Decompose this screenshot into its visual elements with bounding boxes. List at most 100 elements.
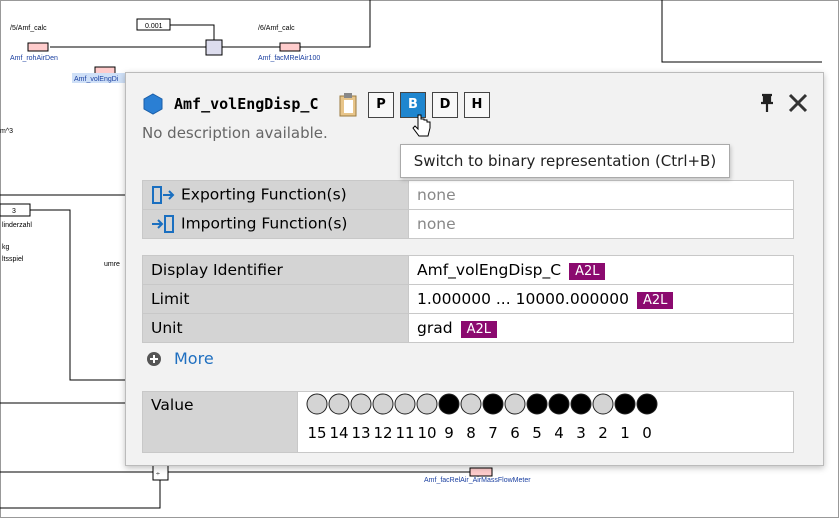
bit-field: 15 14 13 12 11 10 9 8 7 6 5 4 3 2 1 0 [306, 393, 658, 442]
bit-index: 9 [444, 424, 454, 442]
parameter-popup: Amf_volEngDisp_C P B D H No description … [125, 72, 824, 466]
property-value-cell: 1.000000 ... 10000.000000 A2L [408, 284, 794, 314]
function-label: Importing Function(s) [181, 214, 348, 233]
wire [30, 209, 125, 381]
functions-table: Exporting Function(s) none Importing Funct… [142, 180, 794, 239]
label: /5/Amf_calc [10, 25, 47, 32]
property-label: Unit [142, 313, 409, 343]
property-value: Amf_volEngDisp_C [417, 260, 562, 279]
bit-index: 6 [510, 424, 520, 442]
bit-toggle[interactable] [328, 393, 350, 415]
property-row: Display Identifier Amf_volEngDisp_C A2L [142, 255, 794, 285]
value-table: Value 15 14 13 12 11 10 9 8 7 6 5 4 3 2 1 0 [142, 391, 794, 453]
bit-toggle[interactable] [438, 393, 460, 415]
function-label-cell: Exporting Function(s) [142, 180, 409, 210]
source-tag: A2L [569, 262, 606, 280]
bit-index: 12 [373, 424, 392, 442]
label: 3 [12, 208, 16, 215]
bit-toggle[interactable] [372, 393, 394, 415]
mult-block [205, 39, 223, 56]
pin-icon[interactable] [758, 93, 776, 113]
function-value: none [408, 209, 794, 239]
label: /6/Amf_calc [258, 25, 295, 32]
property-value: 1.000000 ... 10000.000000 [417, 289, 629, 308]
function-row: Exporting Function(s) none [142, 180, 794, 210]
selection [72, 73, 125, 83]
properties-table: Display Identifier Amf_volEngDisp_C A2L Lim… [142, 255, 794, 343]
parameter-name: Amf_volEngDisp_C [174, 95, 319, 113]
description: No description available. [142, 124, 328, 142]
bit-toggle[interactable] [306, 393, 328, 415]
format-button[interactable]: P [368, 92, 394, 118]
signal-label: Amf_rohAirDen [10, 55, 58, 62]
property-row: Unit grad A2L [142, 313, 794, 343]
bit-index: 14 [329, 424, 348, 442]
div-symbol: ÷ [156, 471, 160, 478]
more-link[interactable]: More [174, 349, 214, 368]
bit-index: 7 [488, 424, 498, 442]
property-row: Limit 1.000000 ... 10000.000000 A2L [142, 284, 794, 314]
property-value-cell: Amf_volEngDisp_C A2L [408, 255, 794, 285]
bit-toggle[interactable] [526, 393, 548, 415]
property-label: Limit [142, 284, 409, 314]
format-button[interactable]: B [400, 92, 426, 118]
bit-toggle[interactable] [636, 393, 658, 415]
more-icon[interactable] [146, 351, 162, 367]
format-button[interactable]: H [464, 92, 490, 118]
function-row: Importing Function(s) none [142, 209, 794, 239]
const-block [136, 18, 171, 31]
property-value: grad [417, 318, 453, 337]
bit-toggle[interactable] [592, 393, 614, 415]
function-label-cell: Importing Function(s) [142, 209, 409, 239]
source-tag: A2L [460, 320, 497, 338]
value-label: Value [142, 391, 298, 453]
bit-toggle[interactable] [394, 393, 416, 415]
outport [469, 467, 493, 477]
bit-toggle[interactable] [460, 393, 482, 415]
bit-toggle[interactable] [350, 393, 372, 415]
label: kg [2, 244, 10, 251]
bit-toggle[interactable] [570, 393, 592, 415]
signal-label: Amf_facRelAir_AirMassFlowMeter [424, 477, 531, 484]
signal-label: Amf_volEngDi [74, 76, 119, 83]
bit-index: 2 [598, 424, 608, 442]
format-button[interactable]: D [432, 92, 458, 118]
outport [279, 42, 301, 52]
bit-toggle[interactable] [614, 393, 636, 415]
tooltip: Switch to binary representation (Ctrl+B) [400, 144, 730, 178]
bit-index: 13 [351, 424, 370, 442]
signal-label: Amf_facMRelAir100 [258, 55, 320, 62]
property-value-cell: grad A2L [408, 313, 794, 343]
wire [0, 480, 161, 509]
label: m^3 [0, 128, 13, 135]
bit-toggle[interactable] [482, 393, 504, 415]
close-icon[interactable] [787, 92, 809, 114]
bit-index: 0 [642, 424, 652, 442]
bit-index: 8 [466, 424, 476, 442]
wire [661, 0, 822, 63]
source-tag: A2L [637, 291, 674, 309]
parameter-icon [143, 93, 163, 115]
bit-index: 5 [532, 424, 542, 442]
bit-index: 15 [307, 424, 326, 442]
label: umre [104, 261, 120, 268]
wire [300, 0, 371, 48]
function-value: none [408, 180, 794, 210]
bit-toggle[interactable] [416, 393, 438, 415]
label: 0.001 [145, 23, 163, 30]
bit-toggle[interactable] [548, 393, 570, 415]
bit-index: 1 [620, 424, 630, 442]
label: ltsspiel [2, 256, 24, 263]
copy-icon[interactable] [338, 92, 360, 118]
bit-index: 11 [395, 424, 414, 442]
cursor [412, 114, 431, 137]
inport [27, 42, 49, 52]
wire [170, 24, 215, 40]
bit-toggle[interactable] [504, 393, 526, 415]
function-label: Exporting Function(s) [181, 185, 347, 204]
label: linderzahl [2, 222, 32, 229]
property-label: Display Identifier [142, 255, 409, 285]
bit-index: 10 [417, 424, 436, 442]
